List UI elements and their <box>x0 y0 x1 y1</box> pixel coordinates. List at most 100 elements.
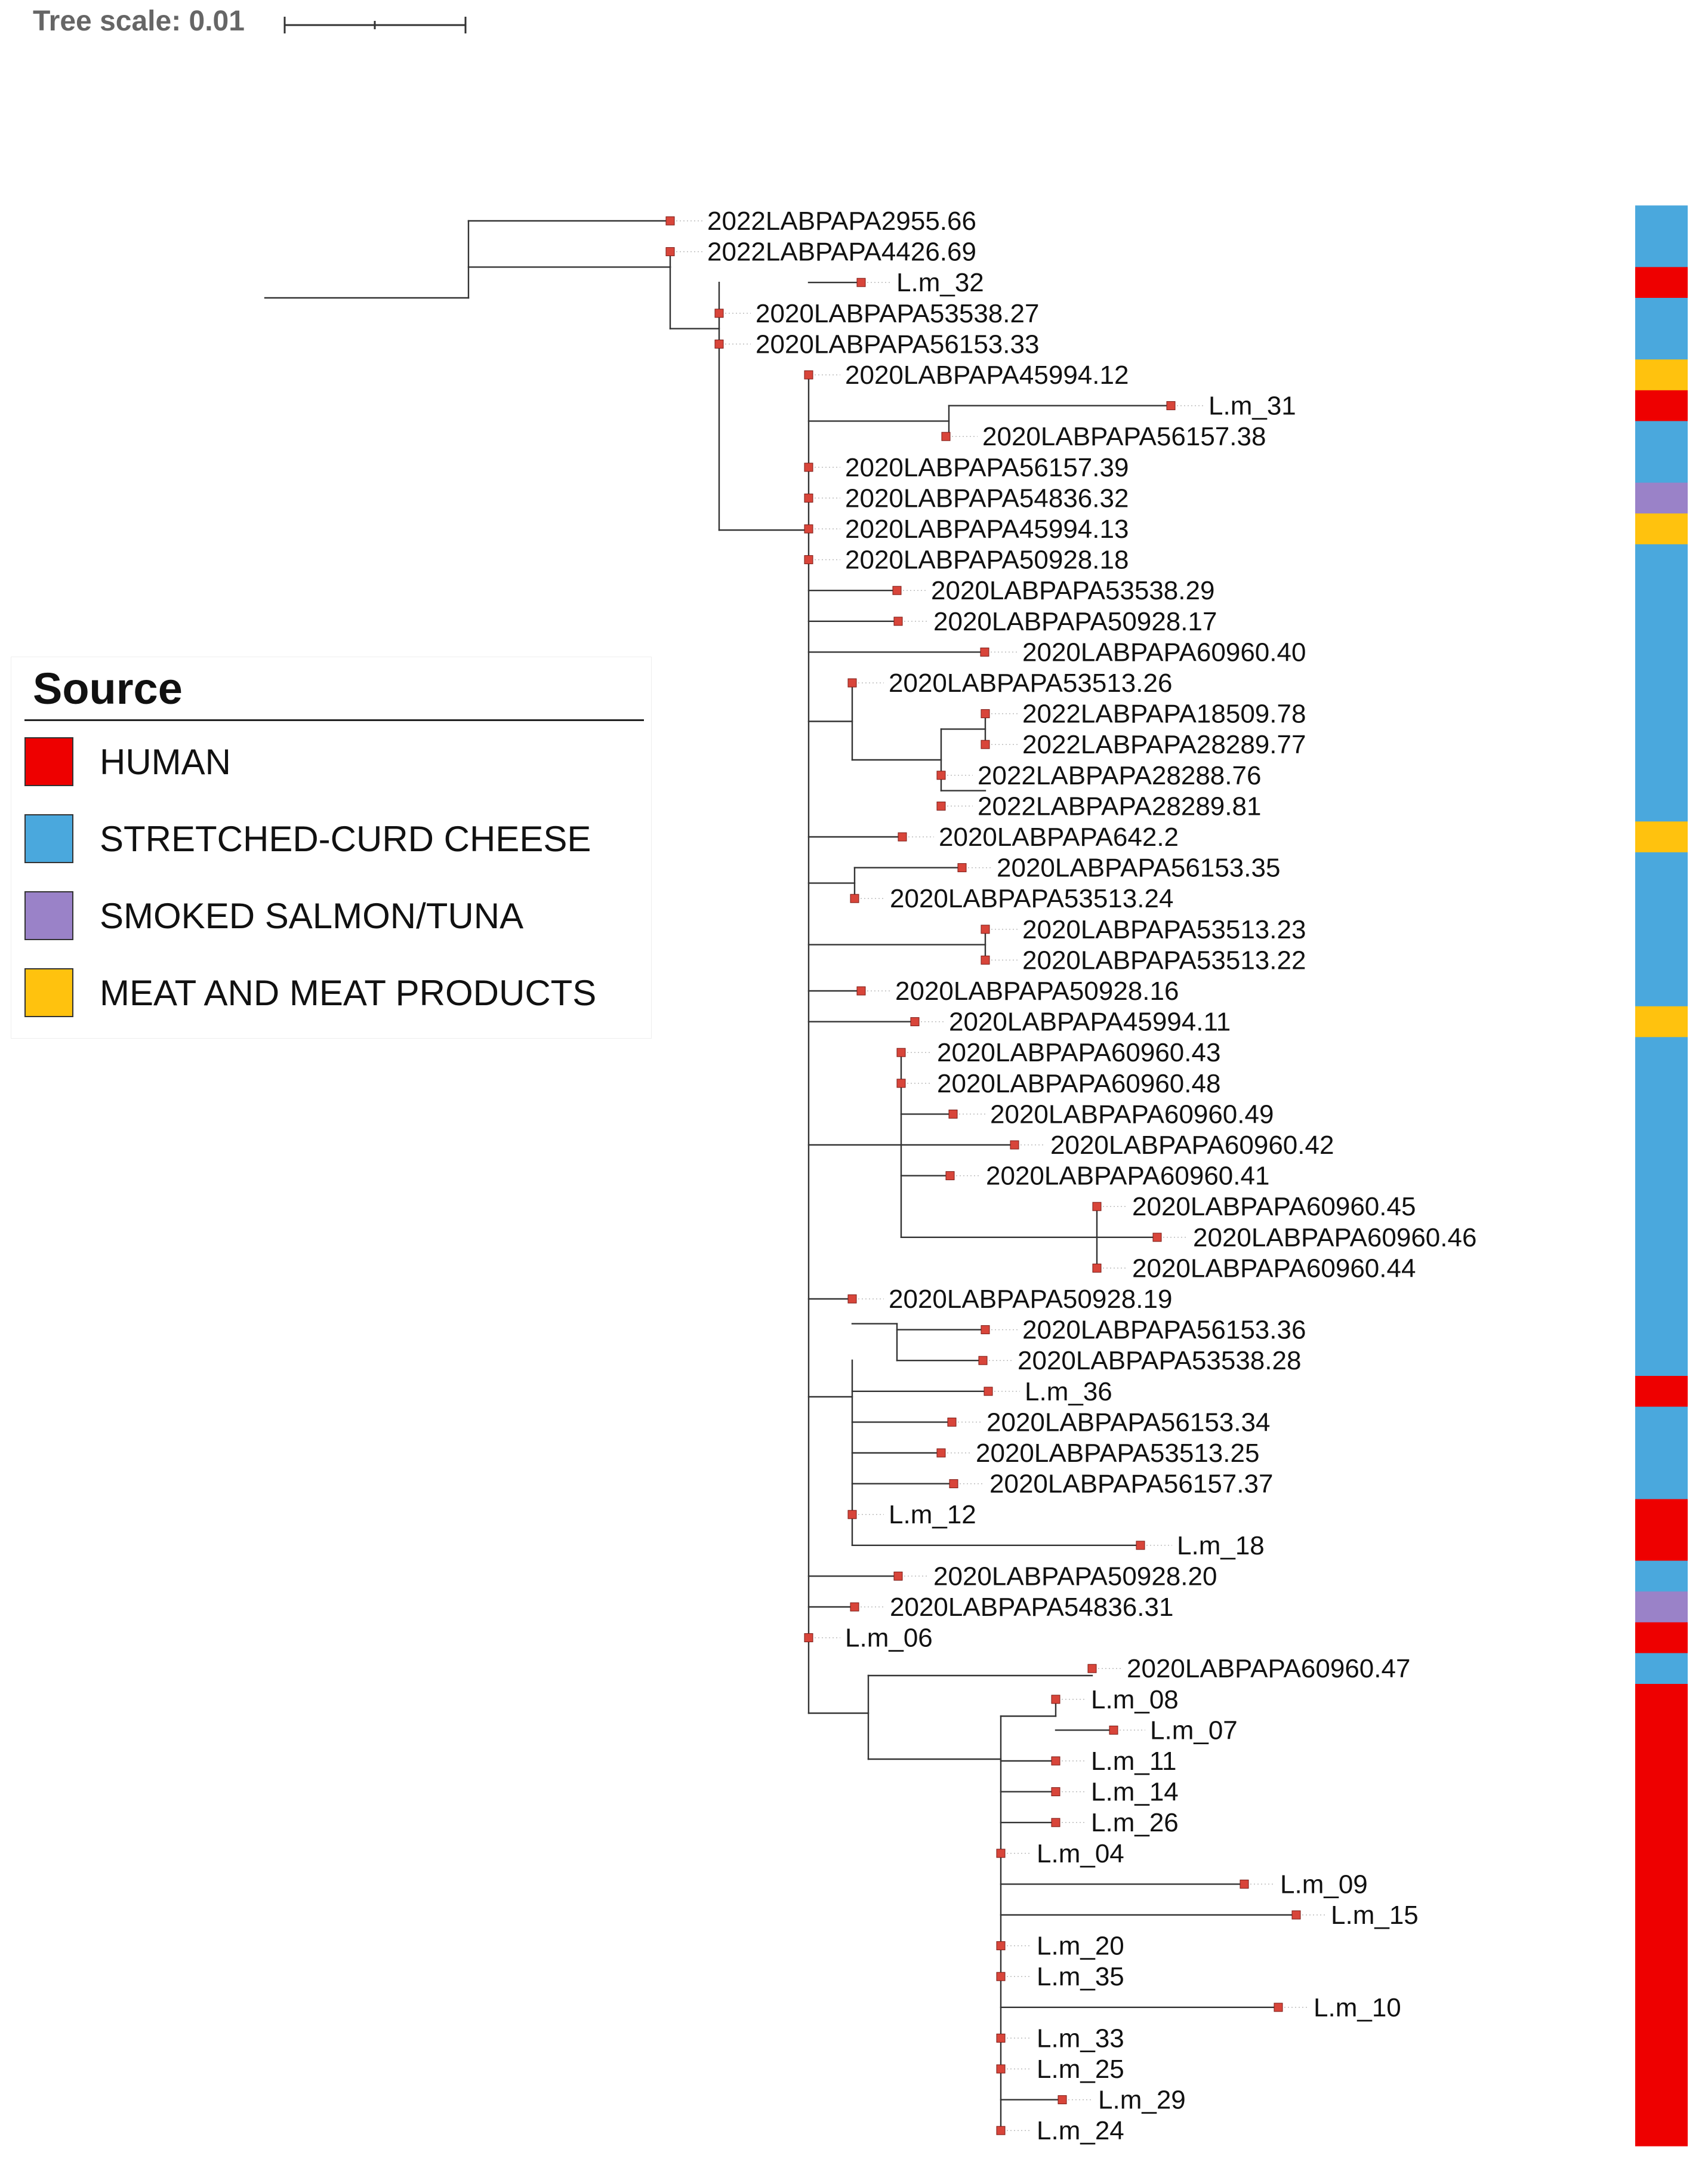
source-strip-cell <box>1635 790 1688 822</box>
source-strip-cell <box>1635 1530 1688 1562</box>
leaf-label: 2020LABPAPA60960.40 <box>1022 638 1306 667</box>
source-strip-cell <box>1635 1930 1688 1961</box>
leaf-node-marker <box>1274 2003 1283 2012</box>
source-strip-cell <box>1635 421 1688 452</box>
tree-scale-label: Tree scale: 0.01 <box>33 5 245 37</box>
leaf-label: 2022LABPAPA28289.81 <box>978 792 1261 821</box>
leaf-label: L.m_08 <box>1091 1685 1179 1714</box>
leaf-node-marker <box>984 1387 993 1396</box>
source-strip-cell <box>1635 852 1688 883</box>
legend-label: SMOKED SALMON/TUNA <box>100 895 524 936</box>
legend-item-meat-and-meat-products: MEAT AND MEAT PRODUCTS <box>24 966 596 1020</box>
leaf-node-marker <box>1051 1787 1060 1797</box>
leaf-label: 2020LABPAPA60960.41 <box>986 1162 1269 1191</box>
leaf-label: 2022LABPAPA18509.78 <box>1022 700 1306 729</box>
source-color-strip <box>1635 205 1688 2147</box>
leaf-label: 2020LABPAPA642.2 <box>939 823 1179 852</box>
leaf-label: 2020LABPAPA60960.49 <box>990 1100 1274 1129</box>
leaf-node-marker <box>936 801 946 811</box>
source-strip-cell <box>1635 667 1688 699</box>
source-strip-cell <box>1635 544 1688 575</box>
leaf-node-marker <box>981 740 990 749</box>
leaf-node-marker <box>804 524 813 534</box>
leaf-label: 2020LABPAPA50928.17 <box>933 607 1217 636</box>
leaf-label: 2020LABPAPA56157.37 <box>989 1470 1273 1499</box>
source-strip-cell <box>1635 452 1688 484</box>
leaf-label: L.m_35 <box>1037 1962 1124 1991</box>
leaf-label: 2020LABPAPA50928.18 <box>845 546 1129 575</box>
leaf-node-marker <box>1166 401 1176 411</box>
leaf-node-marker <box>996 2033 1006 2043</box>
leaf-node-marker <box>941 432 951 441</box>
leaf-node-marker <box>1058 2095 1067 2105</box>
leaf-node-marker <box>804 370 813 380</box>
leaf-label: L.m_14 <box>1091 1778 1179 1807</box>
leaf-label: 2022LABPAPA4426.69 <box>707 238 976 267</box>
leaf-node-marker <box>850 1602 859 1612</box>
source-strip-cell <box>1635 1992 1688 2024</box>
source-strip-cell <box>1635 914 1688 946</box>
leaf-label: 2020LABPAPA50928.19 <box>889 1285 1172 1314</box>
leaf-label: 2020LABPAPA56153.34 <box>986 1408 1270 1437</box>
leaf-label: L.m_12 <box>889 1500 976 1529</box>
leaf-label: L.m_07 <box>1150 1716 1238 1745</box>
leaf-label: 2020LABPAPA53513.23 <box>1022 915 1306 944</box>
source-strip-cell <box>1635 1868 1688 1900</box>
leaf-label: L.m_10 <box>1314 1993 1401 2022</box>
source-strip-cell <box>1635 1160 1688 1191</box>
legend-swatch <box>24 968 73 1017</box>
leaf-node-marker <box>856 986 866 996</box>
leaf-node-marker <box>1291 1910 1301 1920</box>
source-strip-cell <box>1635 1437 1688 1469</box>
leaf-label: L.m_15 <box>1331 1901 1419 1930</box>
leaf-label: 2020LABPAPA53538.28 <box>1018 1346 1301 1375</box>
leaf-label: 2020LABPAPA60960.46 <box>1193 1223 1476 1252</box>
leaf-label: 2020LABPAPA54836.32 <box>845 484 1129 513</box>
source-strip-cell <box>1635 1807 1688 1839</box>
leaf-node-marker <box>1092 1263 1102 1273</box>
leaf-node-marker <box>714 309 724 318</box>
leaf-node-marker <box>665 216 675 226</box>
leaf-node-marker <box>948 1109 958 1119</box>
legend-swatch <box>24 737 73 786</box>
source-strip-cell <box>1635 2084 1688 2115</box>
leaf-label: L.m_11 <box>1091 1747 1177 1776</box>
leaf-node-marker <box>980 647 989 657</box>
leaf-label: L.m_09 <box>1280 1870 1368 1899</box>
leaf-node-marker <box>898 832 907 842</box>
leaf-label: 2020LABPAPA60960.44 <box>1132 1254 1416 1283</box>
legend-swatch <box>24 891 73 940</box>
leaf-node-marker <box>981 709 990 719</box>
leaf-label: L.m_04 <box>1037 1839 1124 1868</box>
legend-label: STRETCHED-CURD CHEESE <box>100 818 591 859</box>
source-strip-cell <box>1635 1560 1688 1592</box>
leaf-node-marker <box>665 247 675 257</box>
source-strip-cell <box>1635 236 1688 267</box>
leaf-label: L.m_25 <box>1037 2055 1124 2084</box>
source-strip-cell <box>1635 636 1688 668</box>
leaf-label: 2020LABPAPA56157.38 <box>982 422 1266 451</box>
leaf-node-marker <box>981 925 990 934</box>
leaf-node-marker <box>1051 1695 1060 1704</box>
leaf-label: 2020LABPAPA53538.29 <box>931 576 1214 605</box>
source-strip-cell <box>1635 698 1688 729</box>
leaf-label: L.m_20 <box>1037 1932 1124 1961</box>
leaf-label: 2020LABPAPA56153.35 <box>997 854 1280 883</box>
leaf-node-marker <box>936 1448 946 1458</box>
source-strip-cell <box>1635 1252 1688 1284</box>
leaf-label: 2020LABPAPA60960.45 <box>1132 1192 1416 1221</box>
leaf-node-marker <box>714 339 724 349</box>
leaf-node-marker <box>996 1941 1006 1951</box>
legend-item-smoked-salmon-tuna: SMOKED SALMON/TUNA <box>24 889 523 943</box>
tree-leaf-labels: 2022LABPAPA2955.662022LABPAPA4426.69L.m_… <box>707 207 1476 2145</box>
leaf-node-marker <box>892 586 902 595</box>
tree-branches <box>264 220 1297 2132</box>
source-strip-cell <box>1635 975 1688 1007</box>
leaf-node-marker <box>996 2064 1006 2074</box>
source-strip-cell <box>1635 883 1688 914</box>
leaf-node-marker <box>981 955 990 965</box>
leaf-label: L.m_18 <box>1177 1531 1265 1560</box>
leaf-label: L.m_26 <box>1091 1808 1179 1837</box>
source-strip-cell <box>1635 729 1688 760</box>
